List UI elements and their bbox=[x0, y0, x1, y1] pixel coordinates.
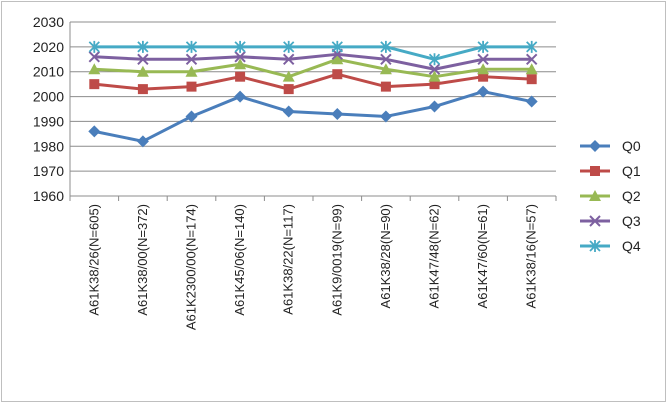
x-tick-label: A61K45/06(N=140) bbox=[232, 204, 247, 316]
data-point bbox=[589, 240, 601, 252]
data-point bbox=[89, 79, 100, 90]
series-q4 bbox=[88, 40, 538, 66]
y-tick-label: 2030 bbox=[33, 14, 64, 30]
x-tick-label: A61K38/00(N=372) bbox=[135, 204, 150, 316]
x-tick-label: A61K47/48(N=62) bbox=[427, 204, 442, 308]
data-point bbox=[234, 90, 247, 103]
data-point bbox=[428, 63, 441, 75]
data-point bbox=[136, 135, 149, 148]
y-tick-label: 1980 bbox=[33, 138, 64, 154]
data-point bbox=[589, 140, 601, 152]
data-point bbox=[185, 53, 198, 65]
data-point bbox=[379, 63, 392, 75]
x-tick-label: A61K2300/00(N=174) bbox=[184, 204, 199, 330]
legend-label: Q1 bbox=[622, 163, 641, 179]
data-point bbox=[235, 71, 246, 82]
data-point bbox=[137, 53, 149, 65]
data-point bbox=[380, 40, 392, 53]
data-point bbox=[186, 81, 197, 92]
series-q2 bbox=[88, 53, 538, 82]
y-tick-label: 1990 bbox=[33, 113, 64, 129]
data-point bbox=[88, 40, 100, 53]
series-q3 bbox=[88, 48, 538, 75]
legend-label: Q0 bbox=[622, 138, 641, 154]
series-line bbox=[93, 90, 533, 143]
series-q0 bbox=[88, 85, 538, 148]
data-point bbox=[526, 40, 538, 53]
legend-item-q0: Q0 bbox=[580, 138, 641, 154]
data-point bbox=[234, 40, 246, 53]
series-layer bbox=[88, 40, 538, 148]
y-tick-label: 2000 bbox=[33, 89, 64, 105]
data-point bbox=[88, 51, 101, 63]
x-tick-label: A61K38/22(N=117) bbox=[281, 204, 296, 315]
data-point bbox=[332, 69, 343, 80]
legend-item-q1: Q1 bbox=[580, 163, 641, 179]
legend-item-q3: Q3 bbox=[580, 213, 641, 229]
data-point bbox=[477, 40, 489, 53]
data-point bbox=[380, 53, 392, 65]
data-point bbox=[379, 110, 392, 123]
x-tick-label: A61K38/16(N=57) bbox=[524, 204, 539, 308]
data-point bbox=[88, 63, 101, 75]
data-point bbox=[282, 53, 295, 65]
legend: Q0 Q1 Q2 Q3 Q4 bbox=[580, 138, 641, 254]
series-line bbox=[94, 45, 532, 61]
series-line bbox=[94, 52, 532, 71]
data-point bbox=[589, 190, 601, 201]
data-point bbox=[478, 71, 489, 82]
data-point bbox=[136, 65, 149, 77]
legend-item-q4: Q4 bbox=[580, 238, 641, 254]
data-point bbox=[282, 70, 295, 82]
data-point bbox=[331, 40, 343, 53]
legend-label: Q2 bbox=[622, 188, 641, 204]
data-point bbox=[525, 53, 538, 65]
y-axis: 1960 1970 1980 1990 2000 2010 2020 2030 bbox=[33, 14, 71, 204]
y-tick-label: 1970 bbox=[33, 163, 64, 179]
data-point bbox=[428, 70, 441, 82]
data-point bbox=[88, 125, 101, 138]
x-axis: A61K38/26(N=605) A61K38/00(N=372) A61K2300… bbox=[69, 196, 557, 330]
data-point bbox=[234, 58, 247, 70]
data-point bbox=[234, 51, 246, 63]
data-point bbox=[282, 105, 295, 118]
y-tick-label: 2010 bbox=[33, 64, 64, 80]
series-line bbox=[94, 72, 532, 91]
legend-item-q2: Q2 bbox=[580, 188, 641, 204]
x-tick-label: A61K9/0019(N=99) bbox=[329, 204, 344, 316]
data-point bbox=[283, 84, 294, 95]
data-point bbox=[185, 110, 198, 123]
x-tick-label: A61K38/26(N=605) bbox=[86, 204, 101, 316]
legend-label: Q3 bbox=[622, 213, 641, 229]
y-tick-label: 1960 bbox=[33, 188, 64, 204]
data-point bbox=[589, 215, 601, 227]
data-point bbox=[185, 65, 198, 77]
data-point bbox=[525, 63, 538, 75]
data-point bbox=[525, 95, 538, 108]
legend-label: Q4 bbox=[622, 238, 641, 254]
data-point bbox=[137, 84, 148, 95]
y-tick-label: 2020 bbox=[33, 39, 64, 55]
data-point bbox=[477, 63, 490, 75]
data-point bbox=[477, 85, 490, 98]
data-point bbox=[185, 40, 198, 53]
data-point bbox=[477, 53, 489, 65]
series-q1 bbox=[89, 69, 537, 95]
data-point bbox=[428, 53, 441, 66]
data-point bbox=[428, 100, 441, 113]
data-point bbox=[429, 79, 440, 90]
data-point bbox=[137, 40, 149, 53]
data-point bbox=[331, 53, 344, 65]
series-line bbox=[94, 57, 532, 79]
x-tick-label: A61K47/60(N=61) bbox=[475, 204, 490, 308]
data-point bbox=[283, 40, 295, 53]
data-point bbox=[380, 81, 391, 92]
data-point bbox=[590, 166, 600, 176]
data-point bbox=[526, 74, 537, 85]
data-point bbox=[331, 107, 344, 120]
x-tick-label: A61K38/28(N=90) bbox=[378, 204, 393, 308]
